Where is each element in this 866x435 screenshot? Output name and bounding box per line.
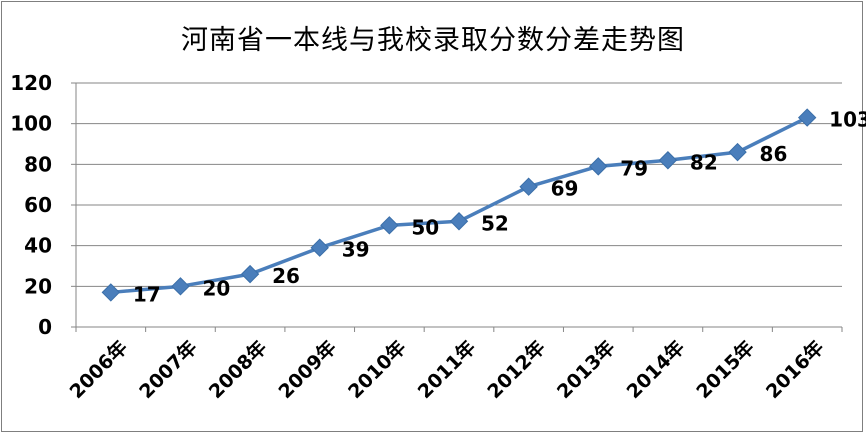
y-tick-label: 20 xyxy=(24,274,52,298)
x-tick-label: 2006年 xyxy=(65,336,132,403)
data-label: 20 xyxy=(202,276,230,300)
x-tick-label: 2009年 xyxy=(274,336,341,403)
x-tick-label: 2014年 xyxy=(622,336,689,403)
y-tick-label: 0 xyxy=(38,315,52,339)
y-tick-label: 60 xyxy=(24,193,52,217)
gridlines xyxy=(76,82,842,287)
series-layer xyxy=(101,108,817,302)
x-tick-label: 2015年 xyxy=(692,336,759,403)
x-tick-label: 2016年 xyxy=(761,336,828,403)
x-tick-label: 2012年 xyxy=(483,336,550,403)
data-label: 17 xyxy=(133,282,161,306)
y-tick-labels: 0 20 40 60 80 100 120 xyxy=(10,71,52,339)
data-label: 69 xyxy=(551,177,579,201)
data-point-marker xyxy=(658,151,678,170)
x-tick-label: 2011年 xyxy=(413,336,480,403)
data-label: 26 xyxy=(272,264,300,288)
data-point-marker xyxy=(449,212,469,231)
data-label: 79 xyxy=(620,156,648,180)
data-point-marker xyxy=(519,177,538,196)
y-tick-label: 40 xyxy=(24,234,52,258)
data-label: 103 xyxy=(829,108,866,132)
data-labels: 17 20 26 39 50 52 69 79 82 86 103 xyxy=(133,108,866,307)
data-point-marker xyxy=(797,108,817,127)
data-point-marker xyxy=(589,157,608,176)
data-label: 39 xyxy=(342,238,370,262)
x-tick-label: 2008年 xyxy=(204,336,271,403)
data-point-marker xyxy=(728,142,747,162)
data-label: 86 xyxy=(760,142,788,166)
x-tick-label: 2010年 xyxy=(343,336,410,403)
y-tick-label: 100 xyxy=(10,112,52,136)
axes xyxy=(71,82,843,332)
x-tick-labels: 2006年 2007年 2008年 2009年 2010年 2011年 2012年 2013年… xyxy=(65,336,828,403)
data-label: 52 xyxy=(481,211,509,235)
x-tick-label: 2007年 xyxy=(135,336,202,403)
data-point-marker xyxy=(380,216,399,235)
x-tick-label: 2013年 xyxy=(552,336,619,403)
data-label: 50 xyxy=(411,215,439,239)
chart-title: 河南省一本线与我校录取分数分差走势图 xyxy=(181,25,685,56)
data-point-marker xyxy=(171,277,190,296)
data-point-marker xyxy=(240,264,260,284)
y-tick-label: 80 xyxy=(24,152,52,176)
data-label: 82 xyxy=(690,150,718,174)
data-point-marker xyxy=(310,238,329,257)
data-point-marker xyxy=(101,283,121,302)
y-tick-label: 120 xyxy=(10,71,52,95)
